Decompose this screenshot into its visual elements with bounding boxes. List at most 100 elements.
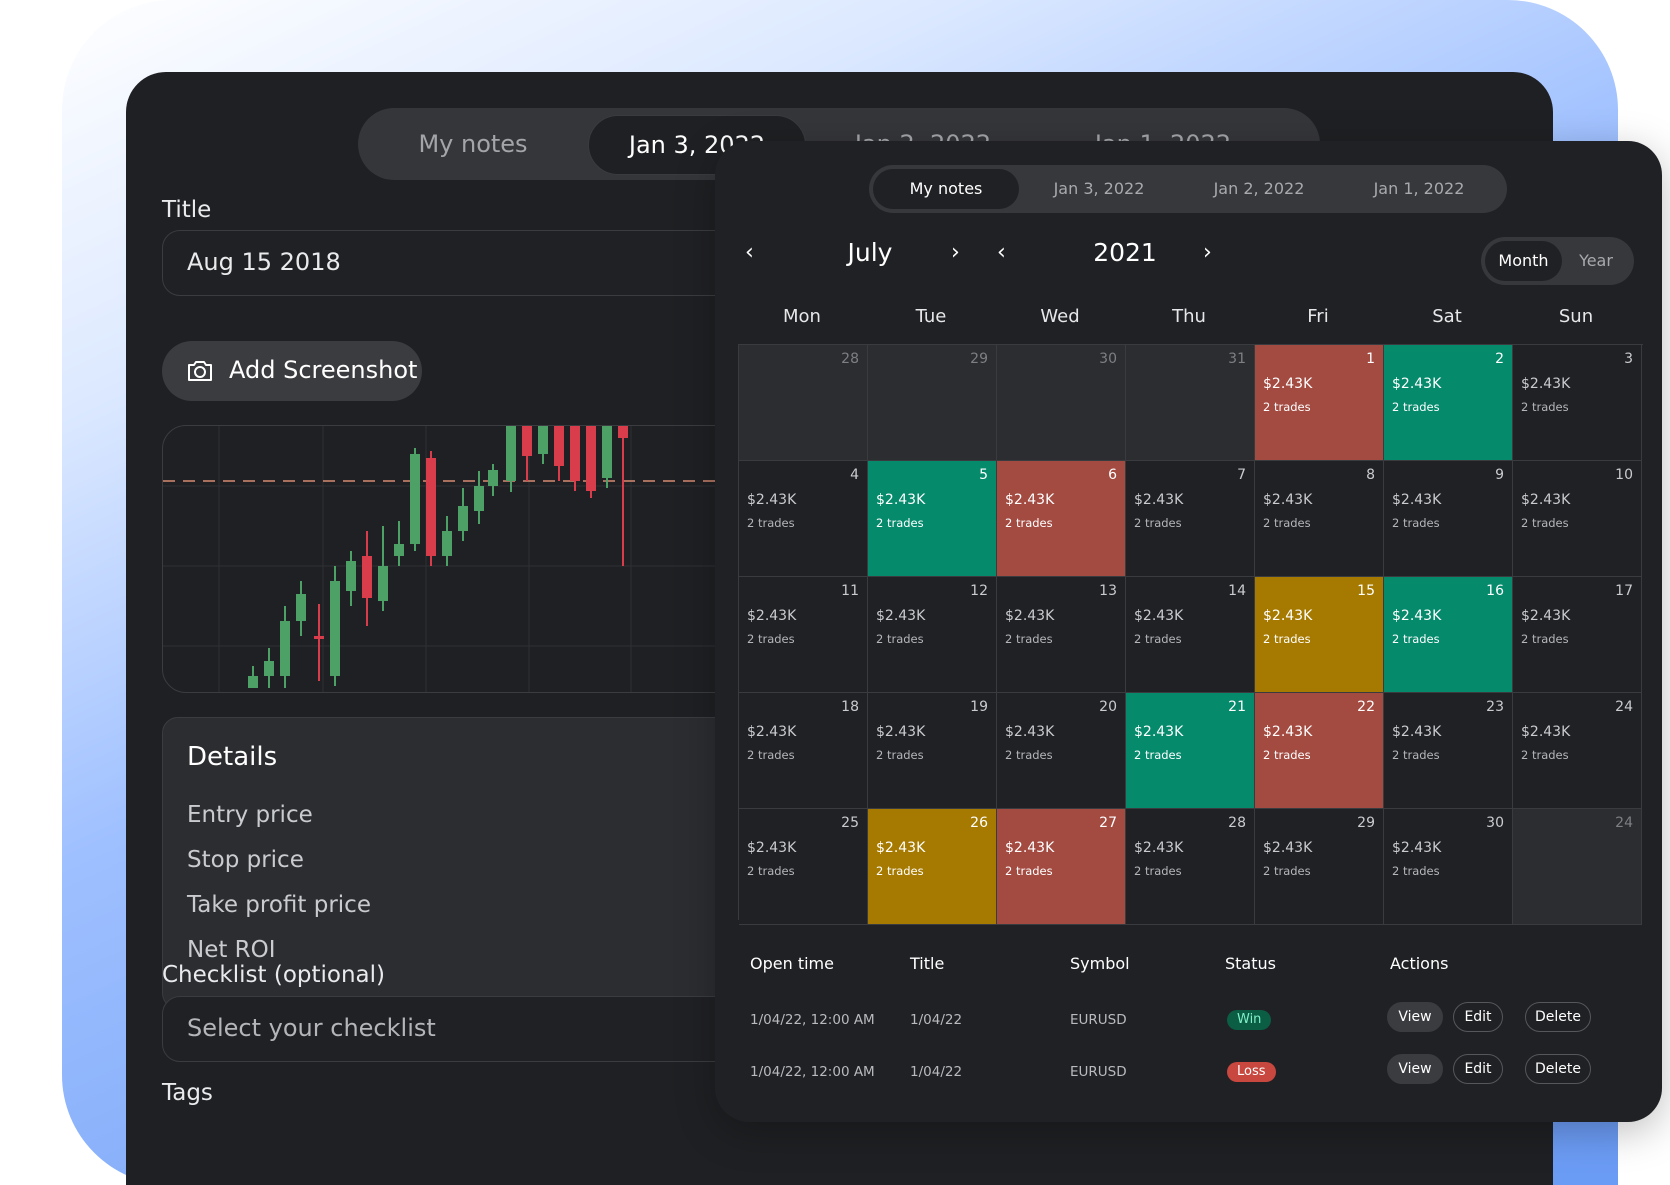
- day-number: 7: [1237, 467, 1246, 483]
- calendar-day-cell[interactable]: 19 $2.43K 2 trades: [868, 693, 997, 809]
- day-number: 24: [1615, 699, 1633, 715]
- title-label: Title: [162, 197, 212, 223]
- candle-body: [296, 594, 306, 621]
- candle-body: [248, 676, 258, 688]
- calendar-day-cell[interactable]: 25 $2.43K 2 trades: [739, 809, 868, 925]
- calendar-day-cell[interactable]: 23 $2.43K 2 trades: [1384, 693, 1513, 809]
- calendar-day-cell[interactable]: 27 $2.43K 2 trades: [997, 809, 1126, 925]
- day-trade-count: 2 trades: [1134, 864, 1182, 878]
- day-pnl: $2.43K: [1005, 492, 1055, 508]
- day-trade-count: 2 trades: [1263, 632, 1311, 646]
- calendar-day-cell[interactable]: 28: [739, 345, 868, 461]
- day-number: 31: [1228, 351, 1246, 367]
- next-year-chevron-right-icon[interactable]: ›: [1203, 240, 1212, 265]
- calendar-day-cell[interactable]: 13 $2.43K 2 trades: [997, 577, 1126, 693]
- calendar-day-cell[interactable]: 10 $2.43K 2 trades: [1513, 461, 1642, 577]
- calendar-day-cell[interactable]: 12 $2.43K 2 trades: [868, 577, 997, 693]
- column-header-actions: Actions: [1390, 954, 1449, 973]
- calendar-tabs: My notes Jan 3, 2022 Jan 2, 2022 Jan 1, …: [869, 165, 1507, 213]
- day-pnl: $2.43K: [1263, 492, 1313, 508]
- tab-jan-3[interactable]: Jan 3, 2022: [1053, 179, 1145, 198]
- year-view-button[interactable]: Year: [1579, 251, 1613, 270]
- calendar-day-cell[interactable]: 15 $2.43K 2 trades: [1255, 577, 1384, 693]
- calendar-day-cell[interactable]: 14 $2.43K 2 trades: [1126, 577, 1255, 693]
- day-trade-count: 2 trades: [1005, 632, 1053, 646]
- day-number: 29: [1357, 815, 1375, 831]
- calendar-day-cell[interactable]: 5 $2.43K 2 trades: [868, 461, 997, 577]
- weekday-tue: Tue: [915, 306, 947, 327]
- calendar-day-cell[interactable]: 30 $2.43K 2 trades: [1384, 809, 1513, 925]
- day-trade-count: 2 trades: [1134, 632, 1182, 646]
- calendar-day-cell[interactable]: 3 $2.43K 2 trades: [1513, 345, 1642, 461]
- day-number: 1: [1366, 351, 1375, 367]
- edit-button[interactable]: Edit: [1453, 1002, 1503, 1032]
- candle-body: [264, 661, 274, 676]
- calendar-day-cell[interactable]: 20 $2.43K 2 trades: [997, 693, 1126, 809]
- calendar-day-cell[interactable]: 17 $2.43K 2 trades: [1513, 577, 1642, 693]
- day-trade-count: 2 trades: [876, 632, 924, 646]
- day-trade-count: 2 trades: [1263, 864, 1311, 878]
- day-number: 6: [1108, 467, 1117, 483]
- weekday-sun: Sun: [1558, 306, 1594, 327]
- day-trade-count: 2 trades: [1263, 400, 1311, 414]
- calendar-day-cell[interactable]: 4 $2.43K 2 trades: [739, 461, 868, 577]
- day-pnl: $2.43K: [1392, 492, 1442, 508]
- tab-jan-2[interactable]: Jan 2, 2022: [1213, 179, 1305, 198]
- calendar-day-cell[interactable]: 28 $2.43K 2 trades: [1126, 809, 1255, 925]
- day-pnl: $2.43K: [1263, 840, 1313, 856]
- calendar-day-cell[interactable]: 11 $2.43K 2 trades: [739, 577, 868, 693]
- candle-body: [554, 426, 564, 466]
- day-pnl: $2.43K: [1134, 608, 1184, 624]
- calendar-day-cell[interactable]: 29 $2.43K 2 trades: [1255, 809, 1384, 925]
- calendar-day-cell[interactable]: 8 $2.43K 2 trades: [1255, 461, 1384, 577]
- day-pnl: $2.43K: [747, 840, 797, 856]
- candle-body: [426, 458, 436, 556]
- calendar-day-cell[interactable]: 7 $2.43K 2 trades: [1126, 461, 1255, 577]
- prev-year-chevron-left-icon[interactable]: ‹: [997, 240, 1006, 265]
- tab-my-notes[interactable]: My notes: [873, 169, 1019, 209]
- next-month-chevron-right-icon[interactable]: ›: [951, 240, 960, 265]
- symbol-cell: EURUSD: [1070, 1012, 1127, 1028]
- calendar-day-cell[interactable]: 29: [868, 345, 997, 461]
- candle-body: [314, 636, 324, 639]
- day-trade-count: 2 trades: [747, 864, 795, 878]
- calendar-day-cell[interactable]: 9 $2.43K 2 trades: [1384, 461, 1513, 577]
- tab-jan-1[interactable]: Jan 1, 2022: [1373, 179, 1465, 198]
- calendar-day-cell[interactable]: 6 $2.43K 2 trades: [997, 461, 1126, 577]
- candle-body: [346, 561, 356, 591]
- calendar-day-cell[interactable]: 26 $2.43K 2 trades: [868, 809, 997, 925]
- delete-button[interactable]: Delete: [1525, 1054, 1591, 1084]
- title-cell: 1/04/22: [910, 1064, 963, 1080]
- month-view-button[interactable]: Month: [1485, 241, 1562, 281]
- day-trade-count: 2 trades: [1392, 632, 1440, 646]
- calendar-day-cell[interactable]: 21 $2.43K 2 trades: [1126, 693, 1255, 809]
- candle-body: [586, 426, 596, 491]
- calendar-day-cell[interactable]: 22 $2.43K 2 trades: [1255, 693, 1384, 809]
- day-number: 24: [1615, 815, 1633, 831]
- weekday-sat: Sat: [1432, 306, 1462, 327]
- day-number: 26: [970, 815, 988, 831]
- day-trade-count: 2 trades: [1005, 748, 1053, 762]
- edit-button[interactable]: Edit: [1453, 1054, 1503, 1084]
- day-trade-count: 2 trades: [1005, 864, 1053, 878]
- add-screenshot-button[interactable]: Add Screenshot: [162, 341, 422, 401]
- calendar-day-cell[interactable]: 24 $2.43K 2 trades: [1513, 693, 1642, 809]
- calendar-day-cell[interactable]: 30: [997, 345, 1126, 461]
- calendar-day-cell[interactable]: 1 $2.43K 2 trades: [1255, 345, 1384, 461]
- prev-month-chevron-left-icon[interactable]: ‹: [745, 240, 754, 265]
- day-pnl: $2.43K: [747, 724, 797, 740]
- view-button[interactable]: View: [1387, 1054, 1443, 1084]
- calendar-day-cell[interactable]: 16 $2.43K 2 trades: [1384, 577, 1513, 693]
- calendar-day-cell[interactable]: 24: [1513, 809, 1642, 925]
- tab-my-notes[interactable]: My notes: [418, 130, 528, 158]
- day-trade-count: 2 trades: [1521, 400, 1569, 414]
- view-button[interactable]: View: [1387, 1002, 1443, 1032]
- day-number: 28: [841, 351, 859, 367]
- calendar-day-cell[interactable]: 31: [1126, 345, 1255, 461]
- day-number: 4: [850, 467, 859, 483]
- day-number: 30: [1486, 815, 1504, 831]
- delete-button[interactable]: Delete: [1525, 1002, 1591, 1032]
- calendar-day-cell[interactable]: 18 $2.43K 2 trades: [739, 693, 868, 809]
- weekday-wed: Wed: [1040, 306, 1080, 327]
- calendar-day-cell[interactable]: 2 $2.43K 2 trades: [1384, 345, 1513, 461]
